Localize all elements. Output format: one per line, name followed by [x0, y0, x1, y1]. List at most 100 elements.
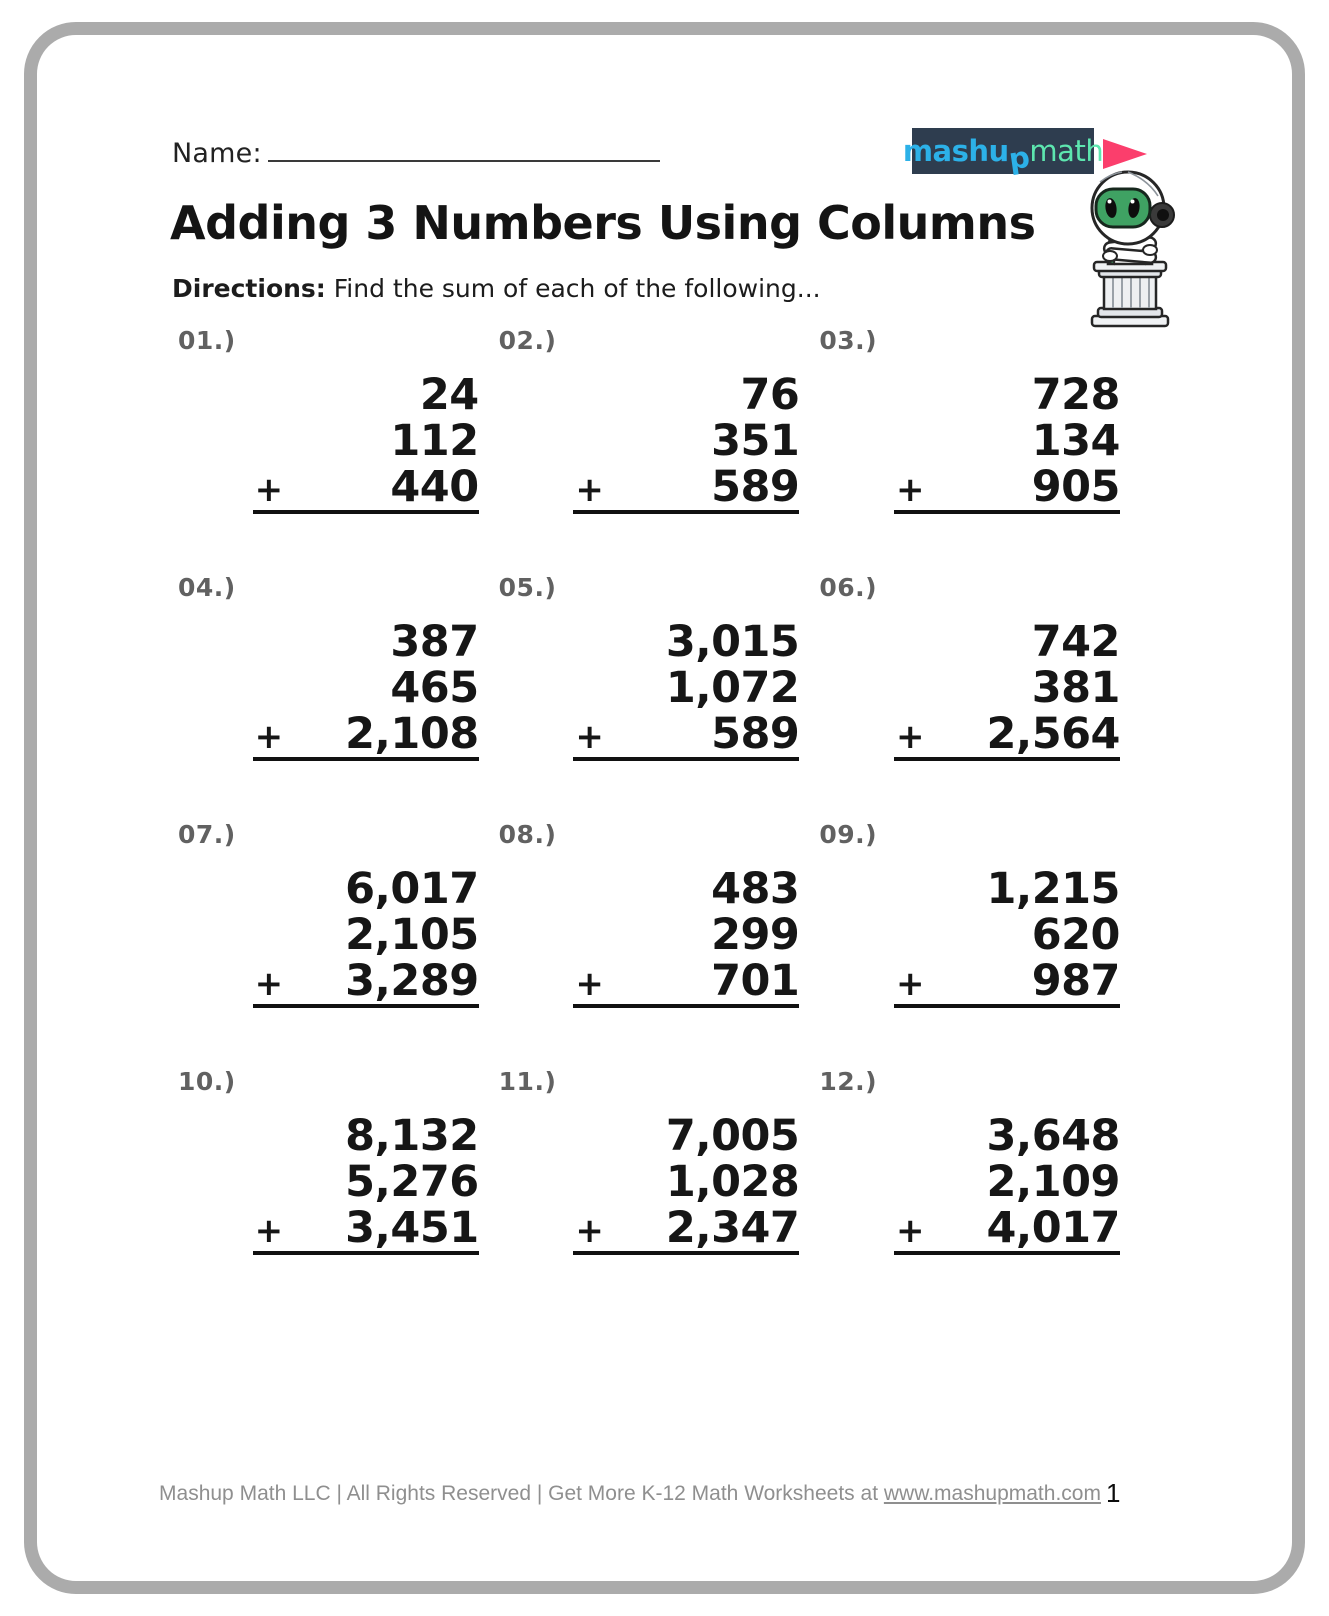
- problem-body: 8,132 5,276 + 3,451: [178, 1113, 479, 1255]
- sum-row-with-underline: + 3,289: [252, 956, 479, 1008]
- problem-number-label: 10.): [178, 1067, 236, 1096]
- sum-row-with-underline: + 701: [573, 956, 800, 1008]
- addend-line-3: 2,347: [665, 1203, 800, 1253]
- addend-line-3: 701: [711, 956, 800, 1006]
- plus-operator: +: [575, 964, 604, 1004]
- problems-grid: 01.) 24 112 + 440 02.) 76 351 + 589 03.)…: [172, 322, 1134, 1310]
- addend-line-1: 76: [740, 370, 800, 420]
- problem-number-label: 08.): [498, 820, 557, 849]
- problem-number-label: 01.): [178, 326, 236, 355]
- plus-operator: +: [575, 717, 604, 757]
- problem-card: 12.) 3,648 2,109 + 4,017: [813, 1063, 1134, 1310]
- problem-number-label: 04.): [178, 573, 236, 602]
- problem-number-label: 06.): [819, 573, 878, 602]
- addend-line-2: 620: [1031, 910, 1121, 960]
- sum-row-with-underline: + 589: [573, 462, 800, 514]
- problem-card: 11.) 7,005 1,028 + 2,347: [493, 1063, 814, 1310]
- problem-number-label: 09.): [819, 820, 878, 849]
- problem-body: 483 299 + 701: [499, 866, 800, 1008]
- name-row: Name:: [172, 134, 660, 169]
- addend-line-1: 1,215: [986, 864, 1120, 914]
- addend-line-1: 24: [419, 370, 479, 420]
- addend-line-1: 8,132: [345, 1111, 479, 1161]
- mashupmath-logo: mashu p math: [903, 128, 1104, 176]
- sum-row-with-underline: + 3,451: [252, 1203, 479, 1255]
- directions-label: Directions:: [172, 274, 326, 303]
- problem-card: 03.) 728 134 + 905: [813, 322, 1134, 569]
- page-number: 1: [1106, 1478, 1121, 1508]
- addend-line-1: 387: [390, 617, 479, 667]
- addend-line-1: 7,005: [665, 1111, 800, 1161]
- problem-body: 3,015 1,072 + 589: [499, 619, 800, 761]
- addend-line-1: 483: [711, 864, 800, 914]
- sum-row-with-underline: + 905: [893, 462, 1121, 514]
- directions-line: Directions: Find the sum of each of the …: [172, 274, 821, 303]
- sum-row-with-underline: + 2,347: [573, 1203, 800, 1255]
- logo-text-p: p: [1006, 139, 1032, 176]
- problem-body: 24 112 + 440: [178, 372, 479, 514]
- problem-card: 06.) 742 381 + 2,564: [813, 569, 1134, 816]
- sum-row-with-underline: + 4,017: [893, 1203, 1120, 1255]
- addend-line-2: 134: [1031, 416, 1121, 466]
- plus-operator: +: [895, 717, 925, 757]
- problem-number-label: 02.): [498, 326, 557, 355]
- plus-operator: +: [575, 1211, 604, 1251]
- problem-number-label: 07.): [178, 820, 236, 849]
- problem-card: 09.) 1,215 620 + 987: [813, 816, 1134, 1063]
- sum-row-with-underline: + 2,564: [893, 709, 1120, 761]
- play-triangle-icon: [1103, 139, 1147, 169]
- addend-line-1: 6,017: [345, 864, 479, 914]
- footer-credit: Mashup Math LLC | All Rights Reserved | …: [0, 1482, 1260, 1506]
- addend-line-3: 589: [711, 462, 800, 512]
- plus-operator: +: [895, 470, 925, 510]
- plus-operator: +: [895, 964, 925, 1004]
- problem-body: 728 134 + 905: [819, 372, 1120, 514]
- addend-line-2: 2,105: [345, 910, 479, 960]
- problem-card: 08.) 483 299 + 701: [493, 816, 814, 1063]
- addend-line-2: 5,276: [345, 1157, 479, 1207]
- addend-line-3: 3,451: [345, 1203, 479, 1253]
- addend-line-3: 440: [390, 462, 479, 512]
- addend-line-2: 351: [711, 416, 800, 466]
- plus-operator: +: [575, 470, 604, 510]
- problem-body: 76 351 + 589: [499, 372, 800, 514]
- robot-mascot-icon: [1090, 170, 1175, 328]
- problem-card: 02.) 76 351 + 589: [493, 322, 814, 569]
- problem-body: 3,648 2,109 + 4,017: [819, 1113, 1120, 1255]
- problem-body: 1,215 620 + 987: [819, 866, 1120, 1008]
- addend-line-2: 112: [390, 416, 479, 466]
- addend-line-2: 299: [711, 910, 800, 960]
- problem-card: 05.) 3,015 1,072 + 589: [493, 569, 814, 816]
- problem-card: 07.) 6,017 2,105 + 3,289: [172, 816, 493, 1063]
- footer-link[interactable]: www.mashupmath.com: [883, 1482, 1101, 1505]
- addend-line-2: 465: [390, 663, 479, 713]
- addend-line-2: 1,072: [665, 663, 800, 713]
- addend-line-1: 3,648: [986, 1111, 1120, 1161]
- addend-line-3: 589: [711, 709, 800, 759]
- problem-body: 7,005 1,028 + 2,347: [499, 1113, 800, 1255]
- name-blank-line: [267, 134, 660, 162]
- problem-number-label: 12.): [819, 1067, 878, 1096]
- problem-card: 04.) 387 465 + 2,108: [172, 569, 493, 816]
- directions-text: Find the sum of each of the following...: [333, 274, 821, 303]
- sum-row-with-underline: + 987: [893, 958, 1120, 1008]
- addend-line-3: 4,017: [986, 1203, 1120, 1253]
- problem-number-label: 05.): [498, 573, 557, 602]
- addend-line-3: 905: [1031, 462, 1121, 512]
- addend-line-1: 728: [1031, 370, 1121, 420]
- problem-card: 01.) 24 112 + 440: [172, 322, 493, 569]
- addend-line-3: 3,289: [345, 956, 479, 1006]
- addend-line-2: 1,028: [665, 1157, 800, 1207]
- logo-text-math: math: [1029, 133, 1104, 168]
- plus-operator: +: [254, 964, 284, 1004]
- plus-operator: +: [895, 1211, 925, 1251]
- problem-number-label: 03.): [819, 326, 878, 355]
- problem-card: 10.) 8,132 5,276 + 3,451: [172, 1063, 493, 1310]
- worksheet-page-frame: [24, 22, 1305, 1594]
- addend-line-2: 381: [1031, 663, 1121, 713]
- logo-text-mashu: mashu: [902, 133, 1009, 168]
- footer-credit-text: Mashup Math LLC | All Rights Reserved | …: [159, 1482, 879, 1505]
- plus-operator: +: [254, 470, 284, 510]
- sum-row-with-underline: + 589: [573, 709, 800, 761]
- addend-line-3: 2,564: [986, 709, 1120, 759]
